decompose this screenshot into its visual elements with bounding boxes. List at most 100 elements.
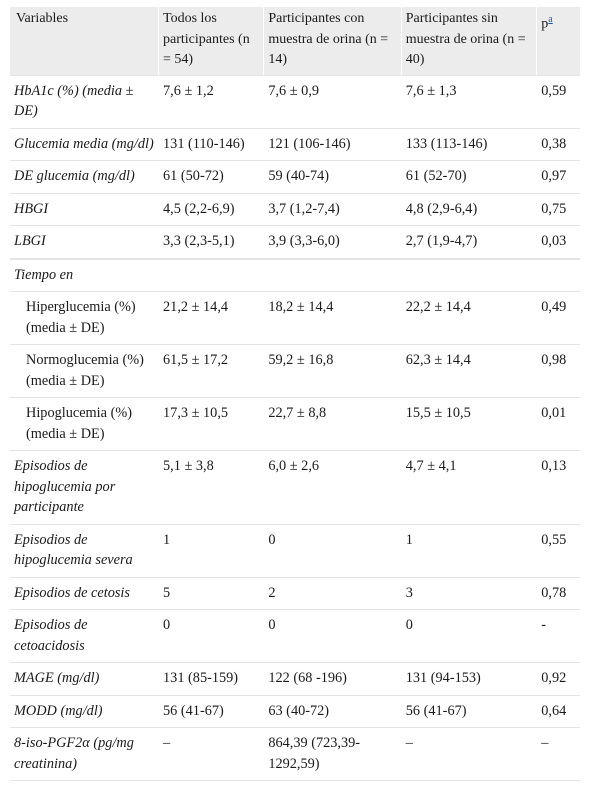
cell-without: 22,2 ± 14,4: [400, 291, 537, 345]
cell-all: 1: [158, 524, 264, 578]
cell-p: 0,38: [536, 128, 580, 161]
cell-with: 59 (40-74): [263, 160, 402, 194]
header-all-participants: Todos los participantes (n = 54): [158, 7, 264, 76]
cell-with: 864,39 (723,39-1292,59): [263, 727, 402, 781]
header-p-label: p: [541, 16, 549, 32]
table-row: Hiperglucemia (%) (media ± DE) 21,2 ± 14…: [10, 291, 580, 345]
cell-with: 6,0 ± 2,6: [263, 450, 402, 525]
table-row: Episodios de cetosis 5 2 3 0,78: [10, 577, 580, 610]
cell-with: 0: [263, 524, 402, 578]
cell-with: 63 (40-72): [263, 695, 402, 728]
row-label: Episodios de cetoacidosis: [10, 609, 159, 663]
header-with-urine: Participantes con muestra de orina (n = …: [263, 7, 402, 76]
row-label: Episodios de hipoglucemia por participan…: [10, 450, 159, 525]
cell-all: 131 (85-159): [158, 662, 264, 696]
cell-without: 56 (41-67): [400, 695, 537, 728]
cell-p: 0,75: [536, 193, 580, 226]
spacer-cell: [536, 258, 580, 260]
cell-without: 2,7 (1,9-4,7): [400, 225, 537, 259]
table-row: Episodios de cetoacidosis 0 0 0 -: [10, 609, 580, 663]
cell-all: 17,3 ± 10,5: [158, 397, 264, 451]
cell-p: 0,03: [536, 225, 580, 259]
cell-without: –: [400, 727, 537, 781]
cell-with: 3,7 (1,2-7,4): [263, 193, 402, 226]
row-label: Hipoglucemia (%) (media ± DE): [10, 397, 159, 451]
row-label: DE glucemia (mg/dl): [10, 160, 159, 194]
cell-p: –: [536, 727, 580, 781]
table-row: Episodios de hipoglucemia severa 1 0 1 0…: [10, 524, 580, 578]
cell-with: 3,9 (3,3-6,0): [263, 225, 402, 259]
cell-all: 61,5 ± 17,2: [158, 344, 264, 398]
cell-without: 0: [400, 609, 537, 663]
cell-with: 22,7 ± 8,8: [263, 397, 402, 451]
cell-with: 121 (106-146): [263, 128, 402, 161]
cell-p: 0,92: [536, 662, 580, 696]
footnote-a-link[interactable]: a: [548, 14, 553, 25]
table-row: DE glucemia (mg/dl) 61 (50-72) 59 (40-74…: [10, 160, 580, 194]
table-row: LBGI 3,3 (2,3-5,1) 3,9 (3,3-6,0) 2,7 (1,…: [10, 225, 580, 259]
results-table: Variables Todos los participantes (n = 5…: [10, 7, 580, 781]
table-row: Episodios de hipoglucemia por participan…: [10, 450, 580, 525]
row-label: Episodios de cetosis: [10, 577, 159, 610]
table-row: HBGI 4,5 (2,2-6,9) 3,7 (1,2-7,4) 4,8 (2,…: [10, 193, 580, 226]
section-row: Tiempo en: [10, 259, 580, 292]
cell-p: 0,64: [536, 695, 580, 728]
header-variables: Variables: [10, 7, 159, 76]
spacer-cell: [400, 258, 537, 260]
cell-p: 0,49: [536, 291, 580, 345]
cell-p: 0,55: [536, 524, 580, 578]
cell-all: 5: [158, 577, 264, 610]
cell-without: 7,6 ± 1,3: [400, 75, 537, 129]
cell-p: 0,78: [536, 577, 580, 610]
table-row: MODD (mg/dl) 56 (41-67) 63 (40-72) 56 (4…: [10, 695, 580, 728]
cell-with: 122 (68 -196): [263, 662, 402, 696]
row-label: HbA1c (%) (media ± DE): [10, 75, 159, 129]
cell-without: 4,7 ± 4,1: [400, 450, 537, 525]
cell-without: 61 (52-70): [400, 160, 537, 194]
row-label: MODD (mg/dl): [10, 695, 159, 728]
cell-all: –: [158, 727, 264, 781]
header-without-urine: Participantes sin muestra de orina (n = …: [400, 7, 537, 76]
cell-all: 61 (50-72): [158, 160, 264, 194]
cell-without: 15,5 ± 10,5: [400, 397, 537, 451]
cell-p: 0,01: [536, 397, 580, 451]
spacer-row: [10, 258, 580, 260]
table-row: MAGE (mg/dl) 131 (85-159) 122 (68 -196) …: [10, 662, 580, 696]
table-row: Glucemia media (mg/dl) 131 (110-146) 121…: [10, 128, 580, 161]
cell-all: 7,6 ± 1,2: [158, 75, 264, 129]
spacer-cell: [263, 258, 402, 260]
row-label: Normoglucemia (%) (media ± DE): [10, 344, 159, 398]
row-label: Episodios de hipoglucemia severa: [10, 524, 159, 578]
table-row: HbA1c (%) (media ± DE) 7,6 ± 1,2 7,6 ± 0…: [10, 75, 580, 129]
cell-with: 7,6 ± 0,9: [263, 75, 402, 129]
table-row: 8-iso-PGF2α (pg/mg creatinina) – 864,39 …: [10, 727, 580, 781]
cell-with: 2: [263, 577, 402, 610]
row-label: HBGI: [10, 193, 159, 226]
cell-all: 4,5 (2,2-6,9): [158, 193, 264, 226]
cell-p: -: [536, 609, 580, 663]
table-row: Normoglucemia (%) (media ± DE) 61,5 ± 17…: [10, 344, 580, 398]
cell-p: 0,97: [536, 160, 580, 194]
row-label: Glucemia media (mg/dl): [10, 128, 159, 161]
cell-without: 62,3 ± 14,4: [400, 344, 537, 398]
table-header-row: Variables Todos los participantes (n = 5…: [10, 7, 580, 76]
table-row: Hipoglucemia (%) (media ± DE) 17,3 ± 10,…: [10, 397, 580, 451]
cell-all: 3,3 (2,3-5,1): [158, 225, 264, 259]
cell-with: 0: [263, 609, 402, 663]
header-p: pa: [536, 7, 580, 76]
section-label: Tiempo en: [10, 259, 580, 292]
spacer-cell: [10, 258, 159, 260]
cell-p: 0,59: [536, 75, 580, 129]
cell-all: 0: [158, 609, 264, 663]
row-label: LBGI: [10, 225, 159, 259]
row-label: 8-iso-PGF2α (pg/mg creatinina): [10, 727, 159, 781]
cell-all: 5,1 ± 3,8: [158, 450, 264, 525]
cell-p: 0,13: [536, 450, 580, 525]
cell-without: 1: [400, 524, 537, 578]
cell-without: 133 (113-146): [400, 128, 537, 161]
spacer-cell: [158, 258, 264, 260]
cell-p: 0,98: [536, 344, 580, 398]
row-label: MAGE (mg/dl): [10, 662, 159, 696]
cell-all: 56 (41-67): [158, 695, 264, 728]
cell-with: 18,2 ± 14,4: [263, 291, 402, 345]
